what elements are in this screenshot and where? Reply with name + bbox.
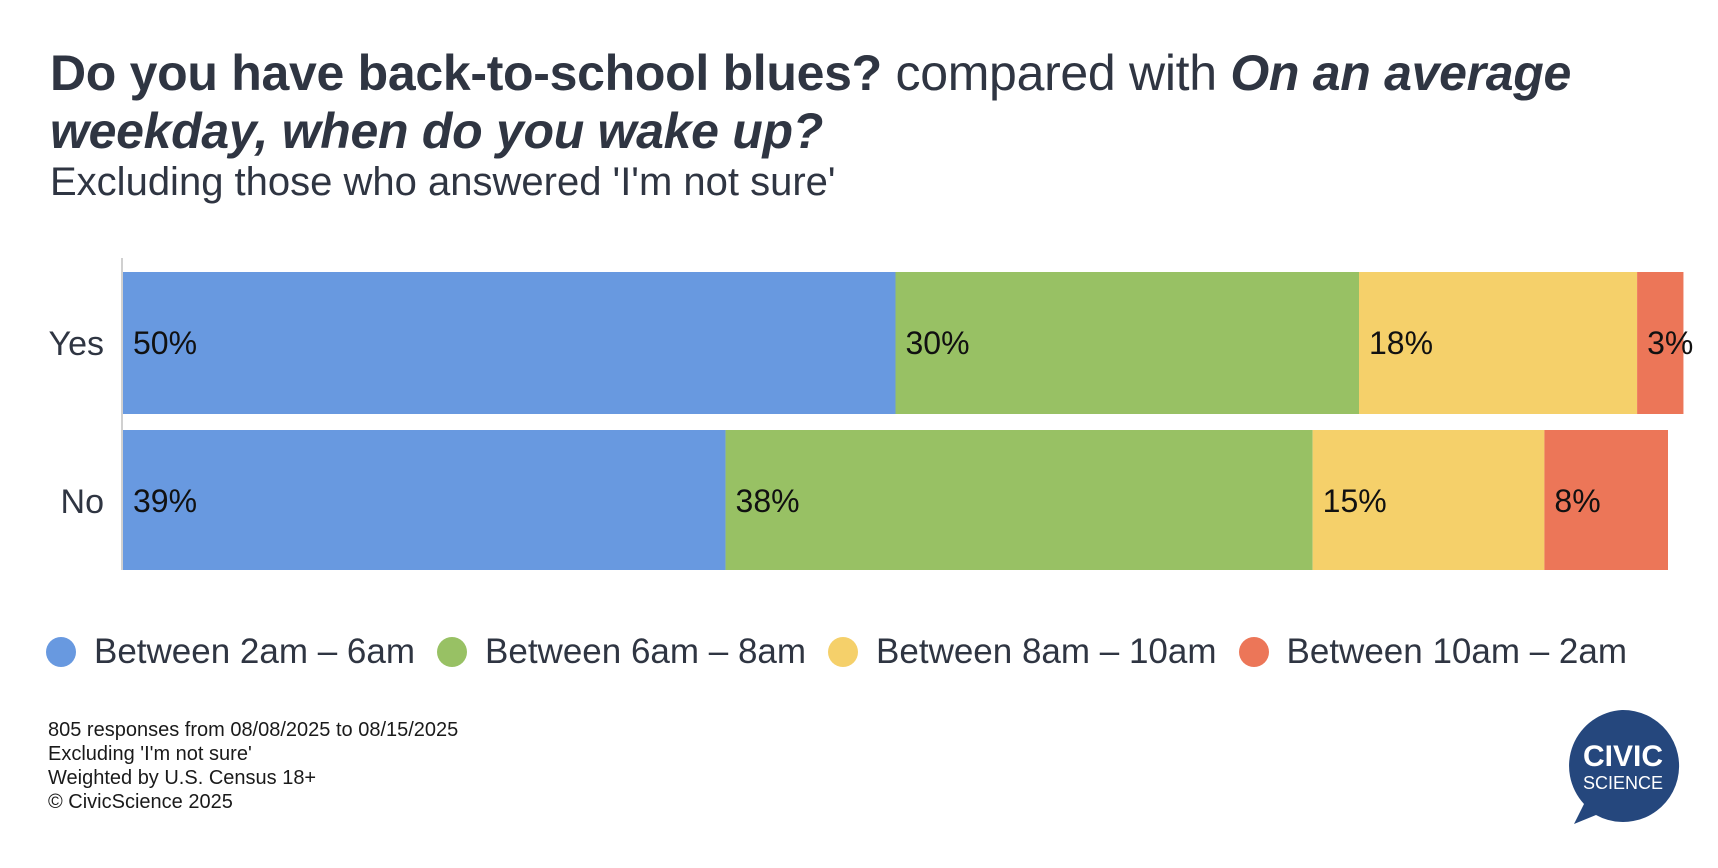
data-label: 15%	[1323, 483, 1387, 519]
legend-item-8am-10am: Between 8am – 10am	[828, 632, 1217, 672]
chart-subtitle: Excluding those who answered 'I'm not su…	[50, 160, 836, 204]
title-connector: compared with	[881, 45, 1231, 101]
bar-segment	[1544, 430, 1668, 570]
footnote-weighting: Weighted by U.S. Census 18+	[48, 767, 317, 789]
bar-segment	[123, 430, 726, 570]
category-label: No	[61, 483, 104, 521]
data-label: 38%	[736, 483, 800, 519]
data-label: 50%	[133, 325, 197, 361]
stacked-bar-chart: Yes 50% 30% 18% 3% No 39% 38% 15% 8%	[49, 258, 1693, 570]
logo-bubble	[1569, 709, 1680, 824]
legend-item-2am-6am: Between 2am – 6am	[46, 632, 415, 672]
footnotes: 805 responses from 08/08/2025 to 08/15/2…	[48, 718, 458, 814]
bar-segment	[123, 272, 896, 414]
legend-label: Between 8am – 10am	[876, 632, 1217, 671]
data-label: 18%	[1369, 325, 1433, 361]
bar-segment	[1359, 272, 1638, 414]
legend-item-6am-8am: Between 6am – 8am	[437, 632, 806, 672]
legend-swatch	[1238, 637, 1269, 667]
legend-swatch	[437, 637, 468, 667]
data-label: 39%	[133, 483, 197, 519]
footnote-copyright: © CivicScience 2025	[48, 791, 233, 813]
data-label: 8%	[1554, 483, 1600, 519]
logo-text-science: SCIENCE	[1583, 773, 1663, 793]
footnote-responses: 805 responses from 08/08/2025 to 08/15/2…	[48, 719, 459, 741]
bar-segment	[1312, 430, 1545, 570]
category-label: Yes	[49, 325, 104, 363]
data-label: 3%	[1647, 325, 1693, 361]
legend-label: Between 10am – 2am	[1286, 632, 1627, 671]
legend-label: Between 6am – 8am	[485, 632, 807, 671]
chart-legend: Between 2am – 6am Between 6am – 8am Betw…	[46, 632, 1649, 672]
legend-item-10am-2am: Between 10am – 2am	[1238, 632, 1627, 672]
footnote-exclusion: Excluding 'I'm not sure'	[48, 743, 252, 765]
logo-text-civic: CIVIC	[1583, 740, 1663, 773]
title-question-1: Do you have back-to-school blues?	[50, 45, 882, 101]
title-question-2: On an average weekday, when do you wake …	[50, 45, 1572, 159]
chart-title: Do you have back-to-school blues? compar…	[50, 44, 1670, 160]
legend-label: Between 2am – 6am	[94, 632, 416, 671]
data-label: 30%	[906, 325, 970, 361]
bar-segment	[1637, 272, 1684, 414]
civicscience-logo: CIVIC SCIENCE	[1569, 709, 1680, 824]
legend-swatch	[46, 637, 76, 667]
bar-segment	[725, 430, 1313, 570]
legend-swatch	[828, 637, 859, 667]
bar-segment	[895, 272, 1359, 414]
